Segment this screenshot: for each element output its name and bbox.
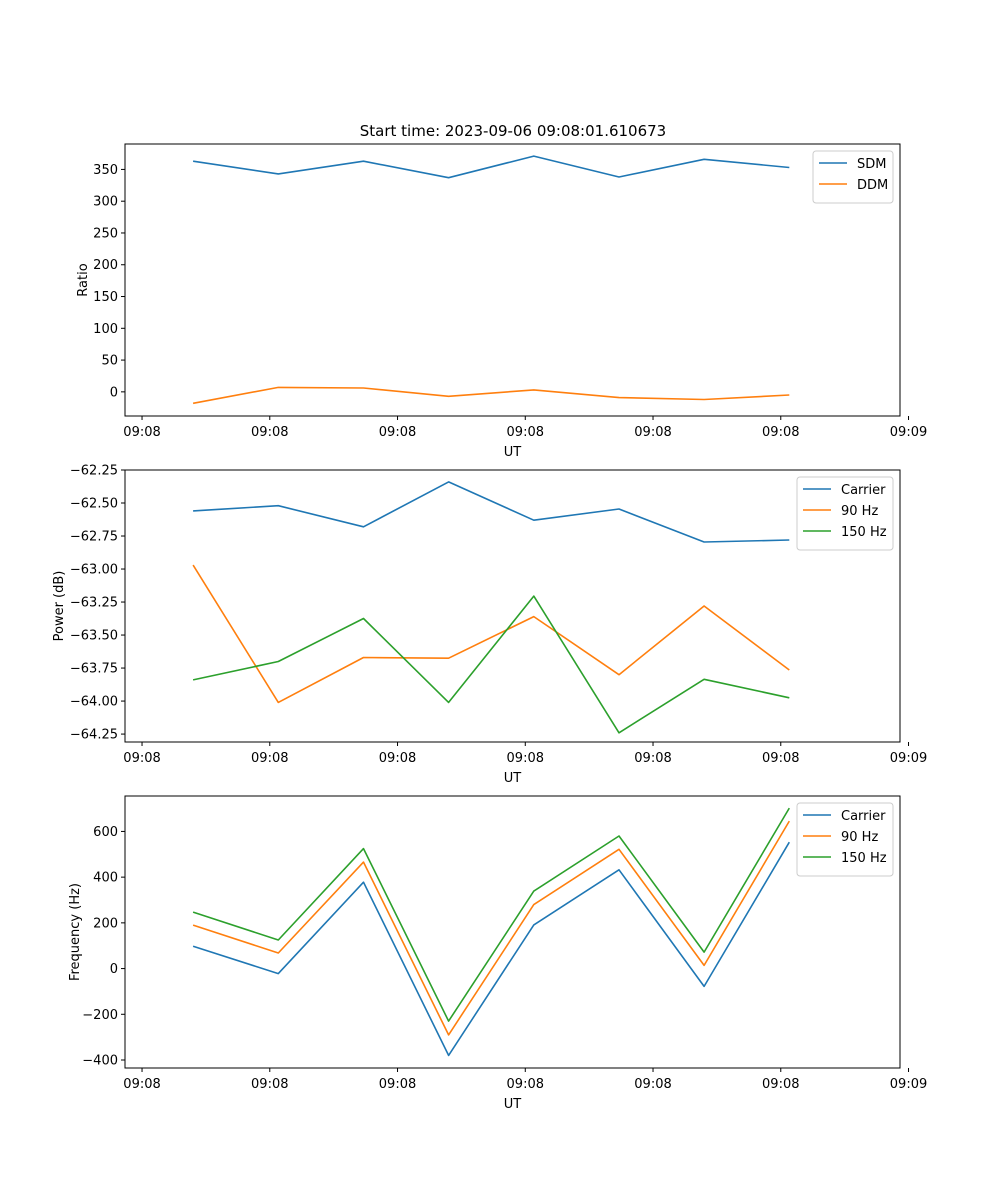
y-tick-label: 200 (93, 916, 118, 931)
legend-label: 150 Hz (841, 851, 887, 866)
y-axis-label: Ratio (76, 263, 91, 296)
y-tick-label: −62.25 (70, 464, 118, 479)
y-tick-label: 300 (93, 195, 118, 210)
y-tick-label: 100 (93, 322, 118, 337)
x-tick-label: 09:08 (507, 751, 544, 766)
y-tick-label: 50 (101, 354, 118, 369)
y-axis-label: Power (dB) (52, 571, 67, 642)
y-tick-label: 350 (93, 163, 118, 178)
series-line-carrier (192, 841, 790, 1057)
x-tick-label: 09:08 (507, 1077, 544, 1092)
y-tick-label: 200 (93, 258, 118, 273)
series-line-carrier (193, 481, 790, 543)
subplot-1: 09:08 09:08 09:08 09:08 09:08 09:08 09:09 UT 0 50… (76, 143, 927, 460)
axes-frame (124, 795, 901, 1069)
legend-label: Carrier (841, 483, 886, 498)
legend-label: DDM (857, 178, 888, 193)
y-axis-label: Frequency (Hz) (68, 883, 83, 981)
y-tick-label: −400 (82, 1054, 118, 1069)
x-tick-label: 09:08 (507, 425, 544, 440)
axes-frame (124, 469, 901, 743)
x-tick-label: 09:09 (890, 751, 927, 766)
x-axis-label: UT (504, 1097, 522, 1112)
legend: SDM DDM (812, 150, 894, 204)
x-tick-label: 09:08 (634, 1077, 671, 1092)
series-line-ddm (192, 386, 790, 405)
subplot-2: 09:08 09:08 09:08 09:08 09:08 09:08 09:09 UT −64… (52, 464, 927, 787)
x-tick-label: 09:08 (251, 751, 288, 766)
legend-label: 90 Hz (841, 504, 878, 519)
axes-frame (124, 143, 901, 417)
x-tick-label: 09:08 (251, 425, 288, 440)
y-tick-label: 250 (93, 226, 118, 241)
x-tick-label: 09:08 (634, 425, 671, 440)
x-tick-label: 09:08 (379, 1077, 416, 1092)
x-tick-label: 09:08 (379, 425, 416, 440)
legend: Carrier 90 Hz 150 Hz (796, 802, 894, 877)
y-tick-label: −63.75 (70, 662, 118, 677)
y-tick-label: −63.25 (70, 596, 118, 611)
y-tick-label: −62.50 (70, 497, 118, 512)
x-tick-label: 09:08 (251, 1077, 288, 1092)
x-tick-label: 09:08 (379, 751, 416, 766)
subplot-3: 09:08 09:08 09:08 09:08 09:08 09:08 09:09 UT −40… (68, 795, 927, 1112)
y-tick-label: −200 (82, 1008, 118, 1023)
x-tick-label: 09:09 (890, 425, 927, 440)
y-tick-label: −64.00 (70, 695, 118, 710)
x-tick-label: 09:08 (762, 751, 799, 766)
y-tick-label: 600 (93, 825, 118, 840)
y-tick-label: −63.00 (70, 563, 118, 578)
x-tick-label: 09:08 (762, 425, 799, 440)
legend: Carrier 90 Hz 150 Hz (796, 476, 894, 551)
y-tick-label: 150 (93, 290, 118, 305)
x-axis-label: UT (504, 771, 522, 786)
series-line-sdm (192, 155, 790, 179)
legend-label: Carrier (841, 809, 886, 824)
series-line-90-hz (192, 564, 790, 704)
y-tick-label: −64.25 (70, 728, 118, 743)
legend-label: 90 Hz (841, 830, 878, 845)
subplots: 09:08 09:08 09:08 09:08 09:08 09:08 09:09 UT 0 50… (52, 143, 927, 1112)
legend-label: 150 Hz (841, 525, 887, 540)
x-tick-label: 09:09 (890, 1077, 927, 1092)
legend-label: SDM (857, 157, 886, 172)
series-line-150-hz (192, 807, 790, 1022)
y-tick-label: 0 (110, 962, 118, 977)
series-line-90-hz (192, 820, 790, 1036)
y-tick-label: 0 (110, 385, 118, 400)
y-tick-label: −62.75 (70, 530, 118, 545)
series-line-150-hz (192, 595, 790, 734)
x-tick-label: 09:08 (762, 1077, 799, 1092)
y-tick-label: −63.50 (70, 629, 118, 644)
legend-box (812, 150, 894, 204)
x-tick-label: 09:08 (123, 425, 160, 440)
figure-title: Start time: 2023-09-06 09:08:01.610673 (360, 122, 666, 140)
x-axis-label: UT (504, 445, 522, 460)
y-tick-label: 400 (93, 871, 118, 886)
x-tick-label: 09:08 (634, 751, 671, 766)
x-tick-label: 09:08 (123, 751, 160, 766)
x-tick-label: 09:08 (123, 1077, 160, 1092)
